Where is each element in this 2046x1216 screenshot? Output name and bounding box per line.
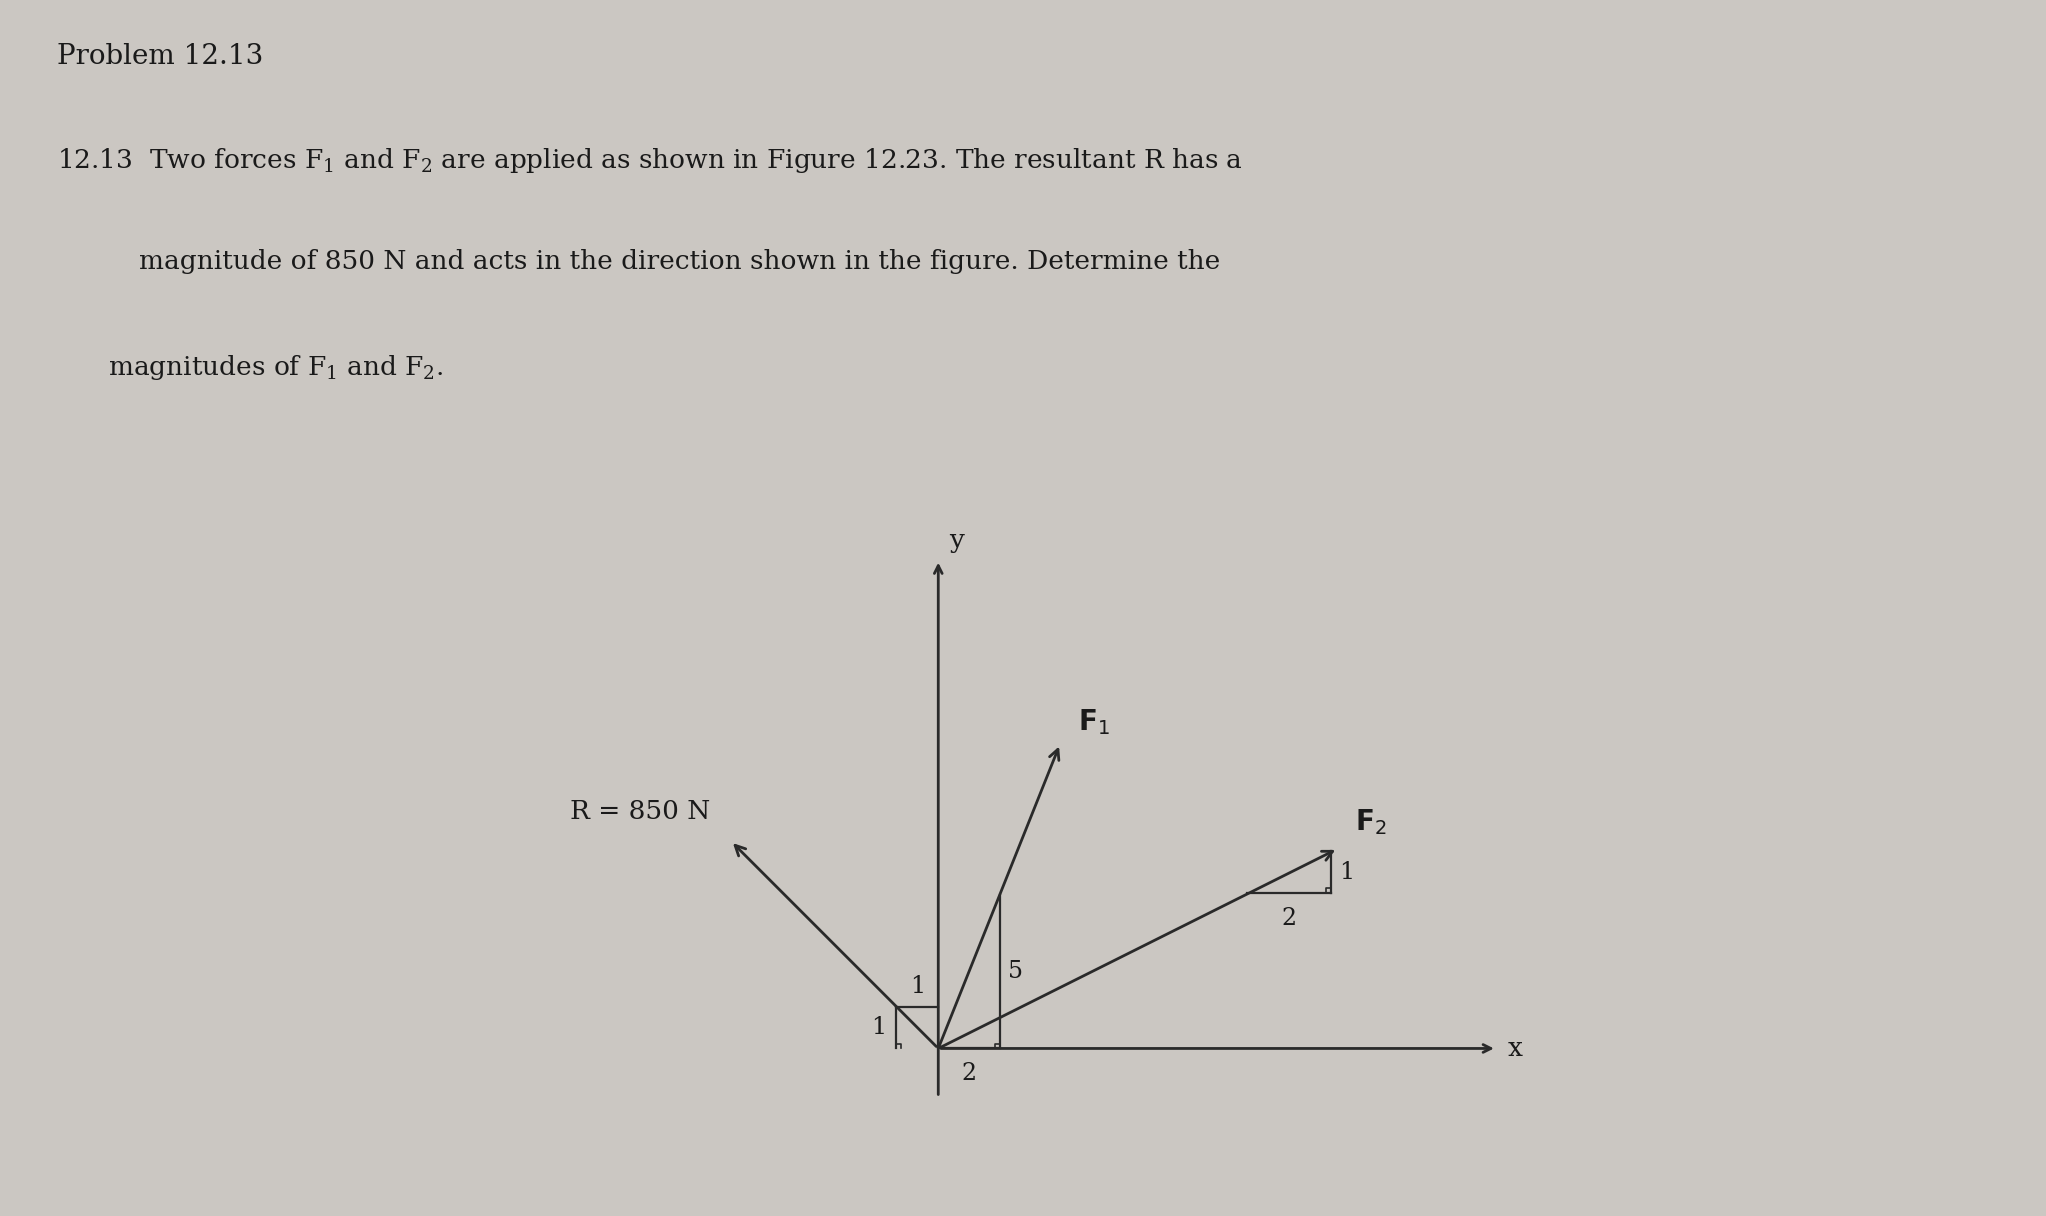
Text: $\mathbf{F}_2$: $\mathbf{F}_2$ <box>1354 807 1387 838</box>
Text: 1: 1 <box>910 975 925 998</box>
Text: x: x <box>1508 1036 1522 1062</box>
Text: 2: 2 <box>1281 907 1297 930</box>
Text: 1: 1 <box>872 1017 886 1038</box>
Text: Problem 12.13: Problem 12.13 <box>57 43 264 69</box>
Text: magnitude of 850 N and acts in the direction shown in the figure. Determine the: magnitude of 850 N and acts in the direc… <box>139 249 1219 275</box>
Text: 5: 5 <box>1009 961 1023 984</box>
Text: y: y <box>949 528 964 553</box>
Text: 12.13  Two forces $\mathregular{F_1}$ and $\mathregular{F_2}$ are applied as sho: 12.13 Two forces $\mathregular{F_1}$ and… <box>57 146 1244 175</box>
Text: 2: 2 <box>962 1063 976 1086</box>
Text: 1: 1 <box>1340 861 1354 884</box>
Text: R = 850 N: R = 850 N <box>569 799 710 824</box>
Text: magnitudes of $\mathregular{F_1}$ and $\mathregular{F_2}$.: magnitudes of $\mathregular{F_1}$ and $\… <box>108 353 444 382</box>
Text: $\mathbf{F}_1$: $\mathbf{F}_1$ <box>1078 706 1111 737</box>
